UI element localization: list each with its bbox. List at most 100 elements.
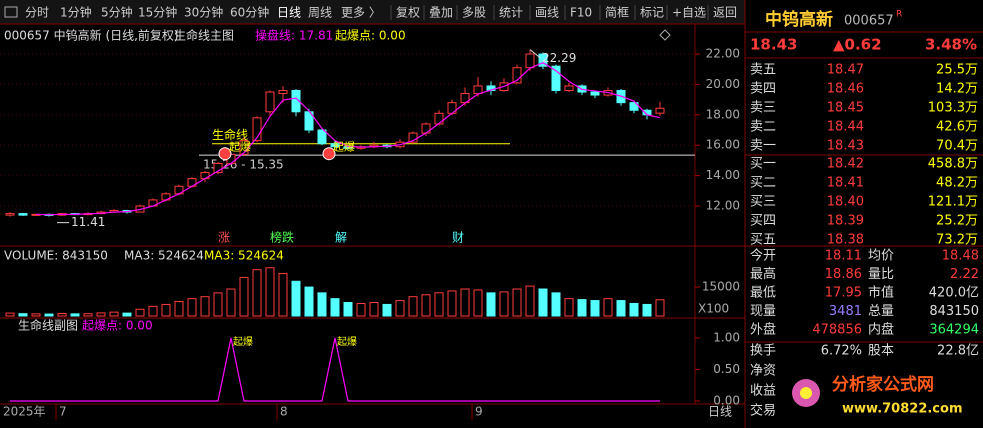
stat-value: 3481 xyxy=(829,304,862,319)
candle-body xyxy=(278,90,288,95)
order-volume: 73.2万 xyxy=(936,233,978,248)
candle-body xyxy=(265,91,275,113)
volume-bar xyxy=(447,290,457,317)
toolbar-button[interactable]: 画线 xyxy=(535,6,559,20)
candle-body xyxy=(551,65,561,92)
toolbar-button[interactable]: 多股 xyxy=(462,6,486,20)
toolbar-button[interactable]: 30分钟 xyxy=(184,5,223,20)
y-tick-label: 0.50 xyxy=(713,362,740,376)
price-change-pct: 3.48% xyxy=(925,36,977,54)
toolbar-button[interactable]: +自选 xyxy=(672,6,706,20)
stock-name: 中钨高新 xyxy=(765,9,833,30)
y-tick-label: 14.00 xyxy=(706,168,740,182)
candle-body xyxy=(655,107,665,114)
volume-bar xyxy=(525,285,535,317)
order-level: 卖一 xyxy=(750,139,776,154)
order-volume: 25.2万 xyxy=(936,214,978,229)
candle-body xyxy=(304,111,314,131)
toolbar-button[interactable]: 1分钟 xyxy=(60,5,92,20)
indicator-name: 生命线主图 xyxy=(174,28,234,43)
x-axis-year: 2025年 xyxy=(3,405,46,419)
settings-icon[interactable] xyxy=(659,29,671,41)
volume-bar xyxy=(18,313,28,317)
signal-icon xyxy=(218,147,232,161)
volume-bar xyxy=(330,298,340,317)
stat-label: 总量 xyxy=(868,304,894,319)
volume-bar xyxy=(96,312,106,317)
toolbar-button[interactable]: 日线 xyxy=(277,6,301,20)
y-tick-label: 20.00 xyxy=(706,77,740,91)
stat-label: 股本 xyxy=(868,344,894,359)
order-level: 买五 xyxy=(750,233,776,248)
volume-bar xyxy=(239,276,249,317)
toolbar-button[interactable]: 简框 xyxy=(605,6,629,20)
stat-value: 6.72% xyxy=(821,344,862,359)
stat-label: 交易 xyxy=(750,403,776,419)
indicator-value: 起爆点: 0.00 xyxy=(82,319,153,333)
candle-body xyxy=(629,102,639,111)
order-volume: 121.1万 xyxy=(928,195,978,210)
y-tick-label: 15000 xyxy=(702,280,740,294)
watermark: 分析家公式网 www.70822.com xyxy=(792,374,963,417)
toolbar-button[interactable]: F10 xyxy=(570,6,592,20)
volume-bar xyxy=(252,269,262,317)
toolbar-button[interactable]: 标记 xyxy=(640,6,664,20)
indicator-line xyxy=(10,337,660,402)
toolbar-button[interactable]: 叠加 xyxy=(429,6,453,20)
volume-bar xyxy=(278,273,288,317)
event-marker[interactable]: 解 xyxy=(335,231,347,245)
volume-bar xyxy=(343,302,353,317)
candle-body xyxy=(564,85,574,92)
volume-bar xyxy=(356,302,366,317)
period-label[interactable]: 日线 xyxy=(708,405,732,419)
volume-bar xyxy=(109,311,119,317)
stat-value: 18.86 xyxy=(825,267,862,282)
order-price: 18.43 xyxy=(827,139,864,154)
volume-bar xyxy=(187,298,197,317)
toolbar-button[interactable]: 返回 xyxy=(713,6,737,20)
candle-body xyxy=(291,90,301,113)
watermark-logo xyxy=(800,387,812,399)
toolbar-button[interactable]: 统计 xyxy=(499,6,523,20)
event-marker[interactable]: 财 xyxy=(452,231,464,245)
stat-label: 外盘 xyxy=(750,322,776,338)
stat-label: 收益 xyxy=(750,384,776,399)
y-tick-label: 18.00 xyxy=(706,107,740,121)
volume-bar xyxy=(551,292,561,317)
toolbar-icon[interactable] xyxy=(4,6,18,18)
toolbar-button[interactable]: 周线 xyxy=(308,6,332,20)
unit-label: X100 xyxy=(698,302,729,316)
toolbar-button[interactable]: 复权 xyxy=(396,6,420,20)
order-price: 18.40 xyxy=(827,195,864,210)
toolbar-button[interactable]: 5分钟 xyxy=(101,5,133,20)
order-level: 买三 xyxy=(750,195,776,210)
toolbar xyxy=(0,0,745,24)
stat-value: 18.11 xyxy=(825,249,862,264)
toolbar-button[interactable]: 更多 〉 xyxy=(341,6,381,20)
candle-body xyxy=(317,129,327,145)
spike-label: 起爆 xyxy=(337,336,357,348)
event-marker[interactable]: 涨 xyxy=(218,230,230,245)
volume-bar xyxy=(408,296,418,317)
toolbar-button[interactable]: 分时 xyxy=(25,6,49,20)
candle-body xyxy=(590,91,600,96)
signal-icon xyxy=(322,147,336,161)
order-volume: 25.5万 xyxy=(936,63,978,78)
candle-body xyxy=(18,213,28,216)
stat-value: 364294 xyxy=(929,323,979,338)
toolbar-button[interactable]: 15分钟 xyxy=(138,5,177,20)
volume-bar xyxy=(5,312,15,317)
candle-body xyxy=(525,53,535,69)
event-marker[interactable]: 榜跌 xyxy=(270,230,294,245)
volume-bar xyxy=(291,280,301,317)
order-price: 18.39 xyxy=(827,214,864,229)
volume-bar xyxy=(473,289,483,317)
toolbar-button[interactable]: 60分钟 xyxy=(230,5,269,20)
volume-bar xyxy=(395,300,405,317)
stat-label: 今开 xyxy=(750,248,776,264)
volume-bar xyxy=(135,308,145,317)
stat-label: 均价 xyxy=(868,249,894,264)
volume-bar xyxy=(655,299,665,317)
indicator-name: 生命线副图 xyxy=(18,318,78,333)
volume-bar xyxy=(629,302,639,317)
